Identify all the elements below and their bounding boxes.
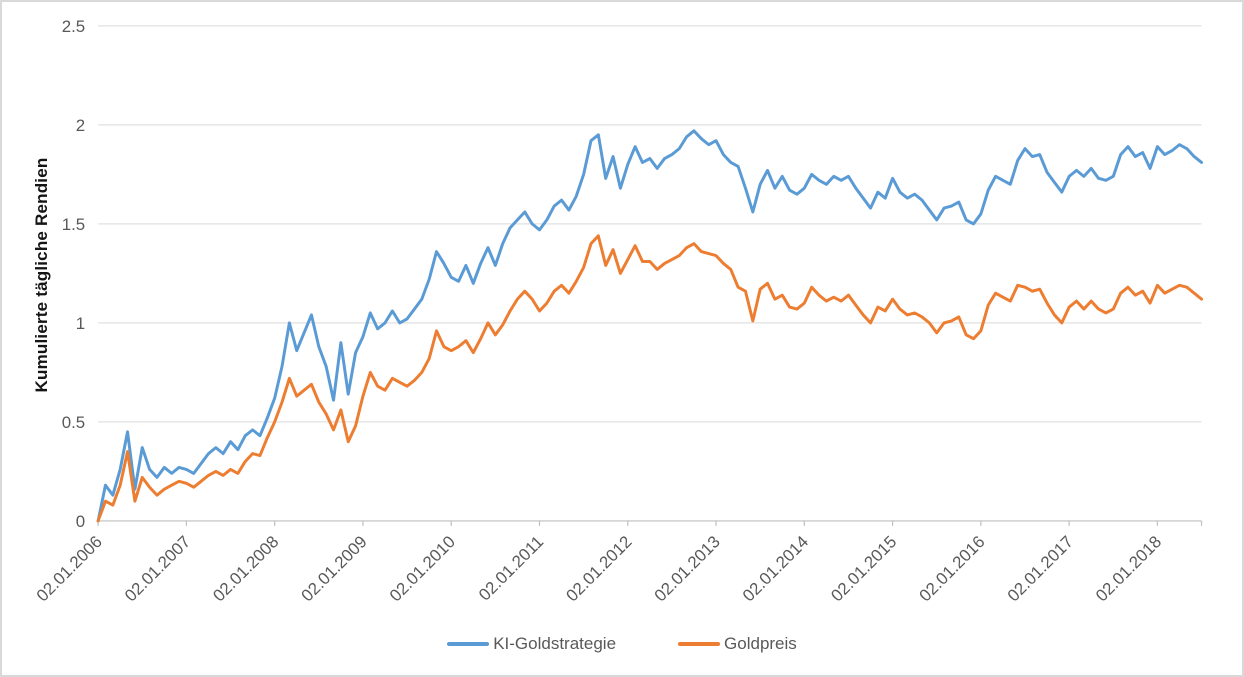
y-tick-label: 1: [76, 314, 85, 333]
x-tick-label: 02.01.2013: [651, 532, 724, 605]
x-tick-label: 02.01.2018: [1092, 532, 1165, 605]
x-tick-label: 02.01.2007: [121, 532, 194, 605]
x-tick-label: 02.01.2011: [475, 532, 547, 604]
x-tick-label: 02.01.2012: [562, 532, 635, 605]
legend-item-goldpreis: Goldpreis: [678, 634, 797, 654]
legend-label: Goldpreis: [724, 634, 797, 653]
y-tick-label: 0.5: [62, 413, 85, 432]
x-tick-label: 02.01.2009: [298, 532, 371, 605]
x-tick-label: 02.01.2015: [827, 532, 900, 605]
x-tick-label: 02.01.2006: [33, 532, 106, 605]
x-tick-label: 02.01.2017: [1004, 532, 1077, 605]
legend-line-swatch-blue: [447, 642, 490, 646]
legend: KI-Goldstrategie Goldpreis: [2, 634, 1242, 654]
legend-label: KI-Goldstrategie: [493, 634, 617, 653]
x-tick-label: 02.01.2014: [739, 532, 812, 605]
series-line-ki-goldstrategie: [96, 129, 1204, 523]
x-tick-label: 02.01.2016: [916, 532, 989, 605]
y-axis-title: Kumulierte tägliche Rendien: [32, 157, 51, 393]
series-line-goldpreis: [96, 234, 1204, 523]
legend-item-ki-goldstrategie: KI-Goldstrategie: [447, 634, 616, 654]
y-tick-label: 0: [76, 512, 85, 531]
y-tick-label: 1.5: [62, 215, 85, 234]
legend-line-swatch-orange: [678, 642, 721, 646]
y-tick-label: 2.5: [62, 17, 85, 36]
x-tick-label: 02.01.2010: [386, 532, 459, 605]
x-tick-label: 02.01.2008: [209, 532, 282, 605]
y-tick-label: 2: [76, 116, 85, 135]
